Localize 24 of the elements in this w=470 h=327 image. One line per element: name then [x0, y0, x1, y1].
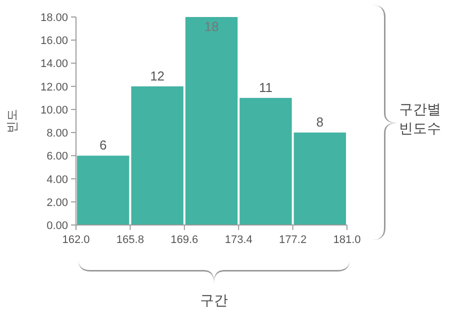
- data-label: 12: [150, 68, 165, 84]
- x-tick-label: 173.4: [224, 234, 252, 246]
- x-tick-label: 177.2: [279, 234, 307, 246]
- text: 구간별 빈도수: [399, 101, 441, 136]
- data-label: 11: [258, 80, 272, 95]
- y-tick-label: 8.00: [46, 128, 68, 140]
- y-tick-label: 6.00: [46, 150, 68, 163]
- data-label: 6: [99, 138, 107, 153]
- y-tick-label: 4.00: [46, 174, 68, 186]
- x-axis-title: 구간: [200, 292, 228, 308]
- x-tick-label: 165.8: [116, 234, 144, 246]
- y-tick-label: 2.00: [46, 196, 68, 209]
- x-tick-label: 162.0: [62, 234, 90, 246]
- y-axis-title: 빈도: [5, 109, 19, 133]
- y-tick-label: 16.00: [40, 35, 68, 48]
- y-tick-label: 12.00: [40, 81, 68, 94]
- y-tick-label: 0.00: [46, 220, 68, 232]
- x-tick-label: 169.6: [170, 234, 198, 246]
- y-tick-label: 18.00: [40, 12, 68, 24]
- data-label: 18: [204, 19, 219, 34]
- data-label: 8: [316, 114, 324, 130]
- x-tick-label: 181.0: [333, 234, 361, 246]
- y-tick-label: 14.00: [40, 58, 68, 70]
- y-tick-label: 10.00: [40, 104, 68, 116]
